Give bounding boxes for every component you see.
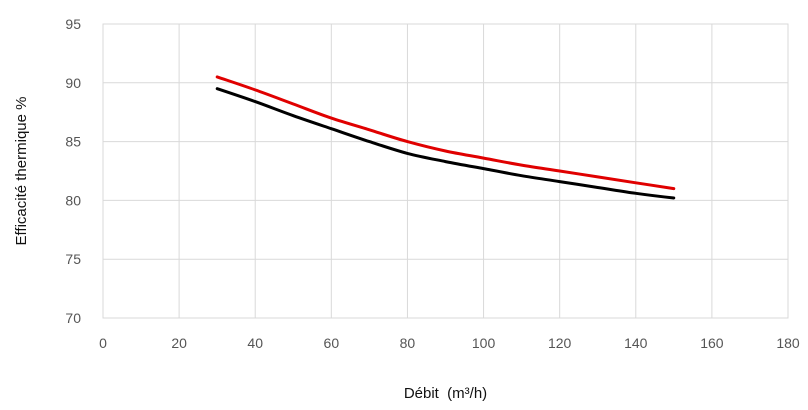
- x-tick-label: 40: [247, 335, 263, 351]
- series-group: [215, 75, 676, 200]
- x-tick-label: 120: [548, 335, 572, 351]
- series-line-1: [215, 75, 676, 191]
- x-tick-labels: 0 20 40 60 80 100 120 140 160 180: [99, 335, 800, 351]
- x-tick-label: 140: [624, 335, 648, 351]
- y-tick-label: 95: [65, 16, 81, 32]
- x-tick-label: 60: [324, 335, 340, 351]
- x-tick-label: 100: [472, 335, 496, 351]
- gridlines: [102, 23, 789, 319]
- y-tick-label: 85: [65, 134, 81, 150]
- series-line-2: [215, 87, 676, 200]
- y-tick-label: 80: [65, 192, 81, 208]
- y-tick-labels: 70 75 80 85 90 95: [65, 16, 81, 326]
- x-tick-label: 80: [400, 335, 416, 351]
- y-tick-label: 90: [65, 75, 81, 91]
- x-tick-label: 0: [99, 335, 107, 351]
- y-axis-title: Efficacité thermique %: [13, 97, 30, 246]
- y-tick-label: 75: [65, 251, 81, 267]
- x-tick-label: 20: [171, 335, 187, 351]
- x-axis-title: Débit (m³/h): [404, 385, 487, 402]
- plot-area-frame: [102, 23, 789, 319]
- x-tick-label: 180: [776, 335, 800, 351]
- y-tick-label: 70: [65, 310, 81, 326]
- x-tick-label: 160: [700, 335, 724, 351]
